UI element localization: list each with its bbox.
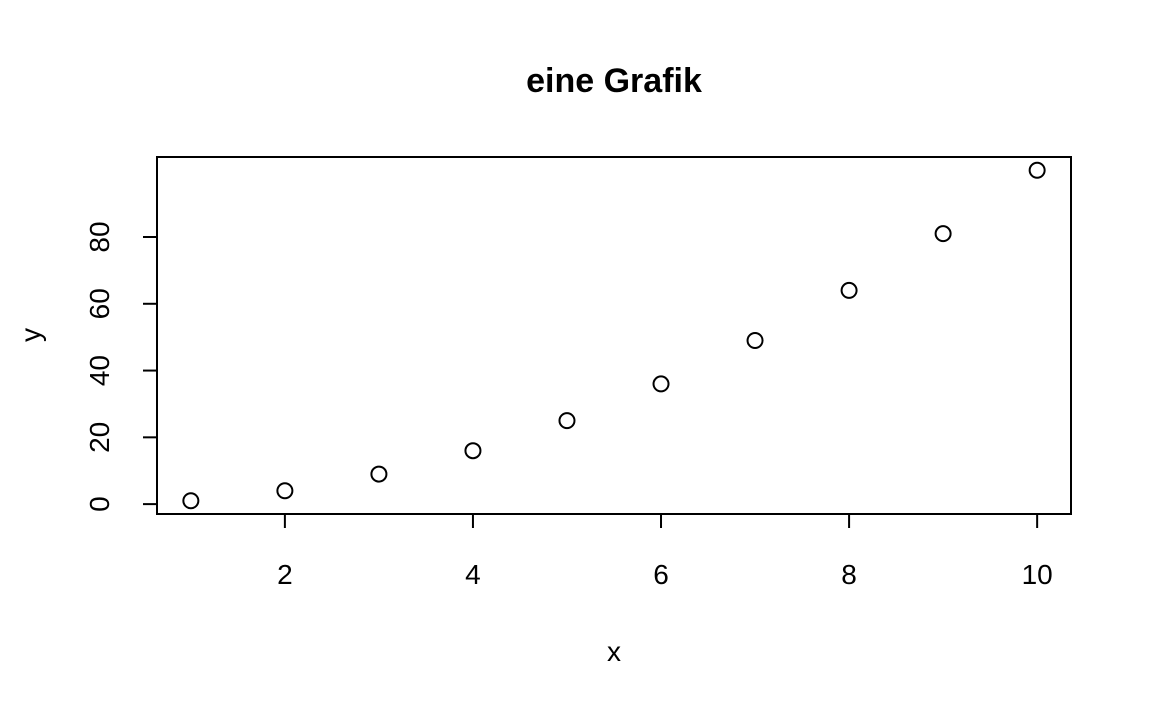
data-point [652, 375, 670, 393]
y-tick-label: 0 [84, 496, 115, 512]
data-point [464, 442, 482, 460]
data-point [182, 492, 200, 510]
data-point [370, 465, 388, 483]
x-tick-label: 2 [277, 559, 293, 590]
data-point [1028, 161, 1046, 179]
x-axis: 2 4 6 8 10 [277, 513, 1053, 590]
x-tick-label: 8 [841, 559, 857, 590]
x-tick-label: 10 [1022, 559, 1053, 590]
data-point [934, 225, 952, 243]
data-point [746, 332, 764, 350]
y-tick-label: 60 [84, 288, 115, 319]
x-axis-label: x [607, 636, 621, 667]
y-tick-label: 80 [84, 221, 115, 252]
data-point [276, 482, 294, 500]
data-point [558, 412, 576, 430]
x-tick-label: 4 [465, 559, 481, 590]
chart-title: eine Grafik [526, 62, 702, 100]
x-tick-label: 6 [653, 559, 669, 590]
data-points [182, 161, 1046, 510]
plot-frame [156, 156, 1072, 515]
y-axis-label: y [15, 328, 46, 342]
data-point [840, 281, 858, 299]
y-tick-label: 20 [84, 422, 115, 453]
y-tick-label: 40 [84, 355, 115, 386]
y-axis: 0 20 40 60 80 [84, 221, 158, 512]
